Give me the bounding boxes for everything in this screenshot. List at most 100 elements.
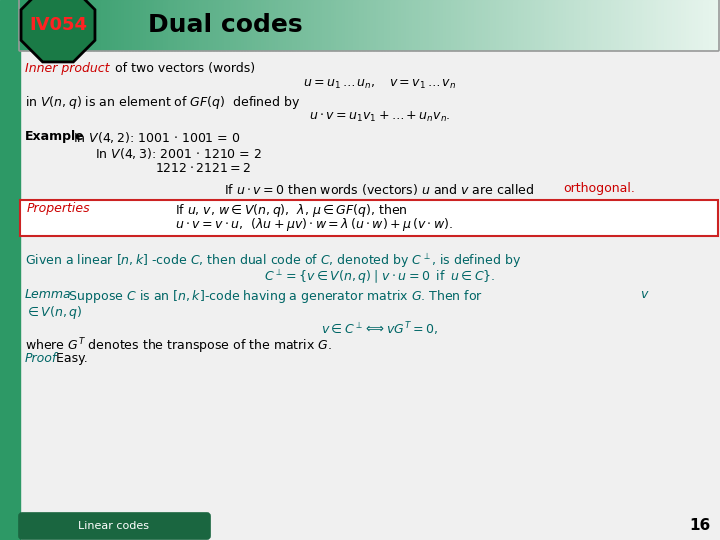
Bar bbox=[474, 0, 477, 50]
Bar bbox=[135, 0, 139, 50]
Bar bbox=[207, 0, 212, 50]
Bar bbox=[541, 0, 544, 50]
Bar bbox=[303, 0, 307, 50]
Text: Linear codes: Linear codes bbox=[78, 521, 150, 531]
Bar bbox=[608, 0, 612, 50]
Bar bbox=[493, 0, 497, 50]
Bar bbox=[168, 0, 172, 50]
Bar bbox=[233, 0, 237, 50]
Bar bbox=[683, 0, 688, 50]
Bar bbox=[672, 0, 676, 50]
Bar bbox=[505, 0, 508, 50]
Text: Given a linear $[n,k]$ -code $C$, then dual code of $C$, denoted by $C^\perp$, i: Given a linear $[n,k]$ -code $C$, then d… bbox=[25, 252, 521, 270]
Bar bbox=[644, 0, 648, 50]
Bar bbox=[87, 0, 91, 50]
Bar bbox=[698, 0, 701, 50]
Bar bbox=[247, 0, 251, 50]
Bar bbox=[152, 0, 156, 50]
Bar bbox=[714, 0, 718, 50]
Bar bbox=[538, 0, 541, 50]
Bar bbox=[549, 0, 553, 50]
Bar bbox=[320, 0, 323, 50]
Bar bbox=[708, 0, 713, 50]
Bar bbox=[26, 0, 30, 50]
Bar bbox=[406, 0, 410, 50]
Bar bbox=[68, 0, 71, 50]
Bar bbox=[59, 0, 63, 50]
Bar bbox=[616, 0, 620, 50]
Bar bbox=[71, 0, 74, 50]
Bar bbox=[619, 0, 623, 50]
Bar bbox=[502, 0, 505, 50]
Bar bbox=[188, 0, 192, 50]
Text: Inner product: Inner product bbox=[25, 62, 109, 75]
Bar bbox=[664, 0, 668, 50]
Bar bbox=[297, 0, 301, 50]
Bar bbox=[625, 0, 629, 50]
Bar bbox=[171, 0, 175, 50]
Bar bbox=[398, 0, 402, 50]
Bar bbox=[544, 0, 547, 50]
Bar bbox=[613, 0, 617, 50]
Bar bbox=[40, 0, 43, 50]
Bar bbox=[345, 0, 348, 50]
Bar bbox=[636, 0, 640, 50]
Bar bbox=[143, 0, 147, 50]
Text: In $V(4,2)$: 1001 $\cdot$ 1001 = 0: In $V(4,2)$: 1001 $\cdot$ 1001 = 0 bbox=[73, 130, 240, 145]
Bar bbox=[633, 0, 637, 50]
Bar bbox=[292, 0, 295, 50]
Bar bbox=[518, 0, 522, 50]
Bar bbox=[115, 0, 119, 50]
Bar bbox=[639, 0, 642, 50]
Bar bbox=[238, 0, 242, 50]
Text: Dual codes: Dual codes bbox=[148, 13, 302, 37]
Bar bbox=[580, 0, 584, 50]
Bar bbox=[706, 0, 710, 50]
Bar bbox=[191, 0, 194, 50]
Bar bbox=[121, 0, 125, 50]
Bar bbox=[308, 0, 312, 50]
Bar bbox=[323, 0, 326, 50]
Bar bbox=[294, 0, 298, 50]
Bar bbox=[96, 0, 99, 50]
Bar bbox=[446, 0, 449, 50]
Bar bbox=[373, 0, 377, 50]
Bar bbox=[423, 0, 427, 50]
Bar bbox=[390, 0, 393, 50]
Bar bbox=[325, 0, 329, 50]
Bar bbox=[597, 0, 600, 50]
Bar bbox=[264, 0, 267, 50]
Bar bbox=[418, 0, 421, 50]
Bar bbox=[487, 0, 491, 50]
Bar bbox=[216, 0, 220, 50]
Bar bbox=[480, 0, 483, 50]
Bar bbox=[530, 0, 534, 50]
Bar bbox=[261, 0, 265, 50]
Bar bbox=[689, 0, 693, 50]
Bar bbox=[314, 0, 318, 50]
Bar bbox=[127, 0, 130, 50]
Bar bbox=[546, 0, 550, 50]
Bar bbox=[235, 0, 239, 50]
Bar bbox=[606, 0, 609, 50]
Bar bbox=[283, 0, 287, 50]
Bar bbox=[228, 0, 231, 50]
Bar bbox=[692, 0, 696, 50]
Bar bbox=[163, 0, 166, 50]
Bar bbox=[516, 0, 519, 50]
Bar bbox=[62, 0, 66, 50]
Bar bbox=[286, 0, 289, 50]
Text: Suppose $C$ is an $[n,k]$-code having a generator matrix $G$. Then for: Suppose $C$ is an $[n,k]$-code having a … bbox=[65, 288, 483, 305]
Bar bbox=[591, 0, 595, 50]
Bar bbox=[642, 0, 645, 50]
Bar bbox=[81, 0, 86, 50]
Bar bbox=[653, 0, 657, 50]
Bar bbox=[392, 0, 396, 50]
Bar bbox=[182, 0, 186, 50]
Bar bbox=[266, 0, 270, 50]
Bar bbox=[658, 0, 662, 50]
Bar bbox=[20, 0, 24, 50]
Bar bbox=[255, 0, 259, 50]
Text: $u \cdot v = u_1 v_1 + \ldots + u_n v_n.$: $u \cdot v = u_1 v_1 + \ldots + u_n v_n.… bbox=[309, 110, 451, 124]
Bar bbox=[269, 0, 273, 50]
